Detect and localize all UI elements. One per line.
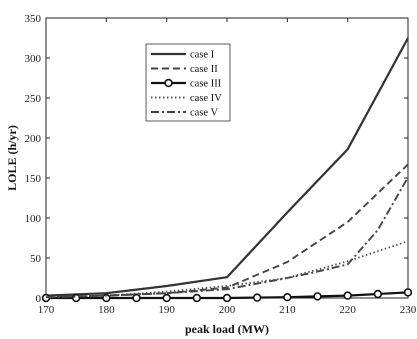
legend-label-case-i: case I xyxy=(190,50,215,61)
series-point-case-iii xyxy=(192,293,202,303)
x-tick-label: 230 xyxy=(400,304,417,316)
series-point-case-iii xyxy=(162,293,171,303)
series-point-case-iii xyxy=(343,291,352,300)
series-point-case-iii xyxy=(403,288,413,297)
y-tick-label: 350 xyxy=(25,13,42,25)
y-tick-label: 300 xyxy=(25,53,42,65)
legend-marker-case-iii xyxy=(164,78,173,88)
y-tick-label: 250 xyxy=(25,93,42,105)
x-tick-label: 210 xyxy=(279,304,296,316)
legend-label-case-ii: case II xyxy=(190,64,218,75)
series-point-case-iii xyxy=(313,292,322,301)
x-axis-title: peak load (MW) xyxy=(185,322,269,336)
series-point-case-iii xyxy=(252,293,262,302)
series-line-case-i xyxy=(45,37,409,297)
series-point-case-iii xyxy=(373,289,383,299)
y-tick-label: 0 xyxy=(36,293,42,305)
legend-label-case-iv: case IV xyxy=(190,93,222,104)
x-tick-label: 190 xyxy=(158,304,175,316)
y-tick-label: 200 xyxy=(25,133,42,145)
y-tick-label: 150 xyxy=(25,173,42,185)
series-layer xyxy=(41,37,413,303)
x-tick-label: 200 xyxy=(219,304,236,316)
y-axis-title: LOLE (h/yr) xyxy=(5,125,19,191)
y-tick-label: 50 xyxy=(30,253,42,265)
x-tick-label: 170 xyxy=(38,304,55,316)
legend: case I case II case III case IV case V xyxy=(145,43,231,122)
y-tick-label: 100 xyxy=(25,213,42,225)
x-tick-label: 180 xyxy=(98,304,115,316)
legend-label-case-iii: case III xyxy=(190,79,222,90)
series-point-case-iii xyxy=(102,293,111,303)
series-point-case-iii xyxy=(132,293,141,303)
series-line-case-v xyxy=(45,176,409,299)
series-point-case-iii xyxy=(222,293,232,303)
x-tick-label: 220 xyxy=(339,304,356,316)
series-point-case-iii xyxy=(283,293,292,302)
legend-label-case-v: case V xyxy=(190,108,219,119)
